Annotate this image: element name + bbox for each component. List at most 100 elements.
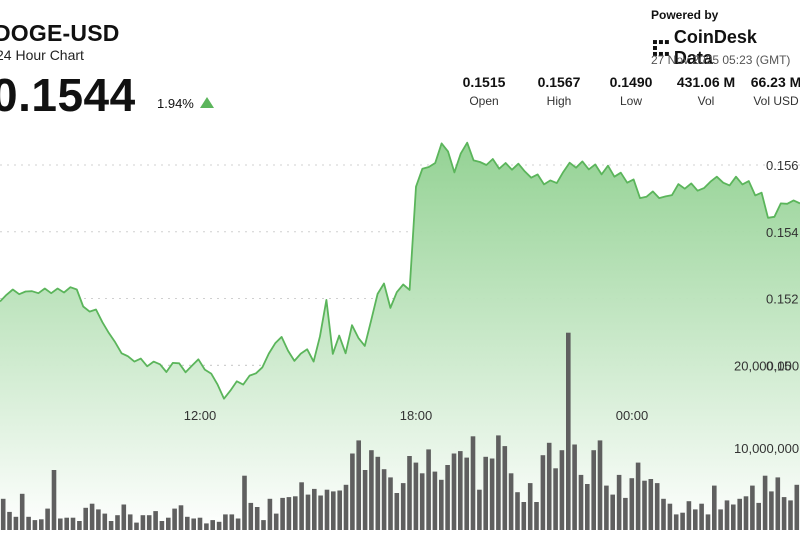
volume-bar	[223, 514, 228, 530]
volume-bar	[299, 482, 304, 530]
stat-high-label: High	[546, 94, 572, 108]
brand-logo: CoinDesk Data	[652, 27, 800, 69]
volume-bar	[693, 509, 698, 530]
volume-bar	[483, 456, 488, 530]
volume-bar	[794, 484, 800, 530]
volume-bar	[242, 475, 247, 530]
volume-bar	[705, 514, 711, 530]
volume-bar	[546, 442, 552, 530]
stat-high: 0.1567 High	[532, 74, 586, 108]
current-price: 0.1544	[0, 69, 136, 121]
price-change-percent: 1.94%	[157, 96, 194, 111]
volume-bar	[369, 450, 374, 530]
volume-bar	[464, 457, 469, 530]
stat-volume: 431.06 M Vol	[671, 74, 741, 108]
volume-bar	[343, 484, 349, 530]
coindesk-logo-icon	[652, 40, 669, 56]
volume-bar	[166, 517, 171, 530]
volume-bar	[559, 450, 565, 530]
volume-bar	[331, 491, 336, 530]
volume-tick-label: 10,000,000	[734, 441, 799, 456]
price-tick-label: 0.156	[766, 158, 799, 173]
volume-bar	[286, 497, 292, 530]
volume-bar	[642, 480, 647, 530]
volume-bar	[13, 516, 19, 530]
volume-bar	[7, 511, 12, 530]
volume-bar	[204, 523, 209, 530]
volume-bar	[667, 503, 673, 530]
volume-bar	[540, 455, 546, 530]
volume-bar	[96, 509, 101, 530]
stat-low-value: 0.1490	[609, 74, 653, 90]
volume-bar	[743, 496, 749, 530]
x-tick-label: 12:00	[184, 408, 217, 423]
volume-bar	[616, 474, 622, 530]
volume-bar	[45, 508, 50, 530]
volume-bar	[445, 465, 450, 530]
volume-bar	[762, 475, 768, 530]
volume-bar	[121, 504, 127, 530]
volume-bar	[591, 450, 596, 530]
volume-bar	[451, 453, 457, 530]
volume-bar	[654, 483, 660, 530]
volume-bar	[140, 515, 146, 530]
volume-bar	[70, 517, 76, 530]
volume-bar	[89, 503, 95, 530]
powered-by-label: Powered by	[651, 8, 719, 22]
price-tick-label: 0.15	[766, 358, 791, 373]
stat-volume-usd-value: 66.23 M	[750, 74, 800, 90]
volume-bar	[159, 521, 165, 530]
volume-bar	[566, 332, 571, 530]
volume-bar	[489, 458, 495, 530]
volume-bar	[337, 490, 342, 530]
volume-bars	[0, 332, 800, 530]
volume-bar	[578, 474, 584, 530]
stat-volume-usd-label: Vol USD	[753, 94, 799, 108]
volume-bar	[0, 498, 6, 530]
volume-bar	[718, 509, 723, 530]
volume-bar	[515, 492, 520, 530]
ticker-symbol: DOGE-USD	[0, 20, 120, 46]
volume-bar	[19, 493, 25, 530]
volume-bar	[477, 489, 482, 530]
x-tick-label: 18:00	[400, 408, 433, 423]
stat-volume-usd: 66.23 M Vol USD	[744, 74, 800, 108]
volume-bar	[527, 483, 533, 530]
volume-bar	[64, 517, 69, 530]
volume-bar	[172, 508, 177, 530]
volume-bar	[648, 479, 654, 530]
volume-bar	[305, 494, 311, 530]
volume-bar	[597, 440, 603, 530]
volume-bar	[235, 518, 241, 530]
volume-bar	[629, 478, 635, 530]
volume-bar	[350, 453, 355, 530]
volume-bar	[58, 518, 63, 530]
volume-bar	[781, 497, 787, 530]
volume-bar	[419, 473, 425, 530]
volume-bar	[534, 502, 539, 530]
volume-bar	[604, 485, 609, 530]
volume-bar	[673, 514, 679, 530]
chart-subtitle: 24 Hour Chart	[0, 47, 84, 63]
volume-bar	[788, 500, 793, 530]
volume-bar	[623, 497, 628, 530]
volume-bar	[185, 516, 190, 530]
volume-bar	[280, 497, 285, 530]
volume-bar	[731, 504, 736, 530]
stat-volume-label: Vol	[697, 94, 715, 108]
volume-bar	[439, 479, 444, 530]
volume-bar	[127, 514, 133, 530]
stat-open: 0.1515 Open	[457, 74, 511, 108]
volume-bar	[26, 516, 31, 530]
volume-bar	[115, 515, 120, 530]
volume-bar	[610, 494, 615, 530]
stat-high-value: 0.1567	[537, 74, 581, 90]
volume-bar	[635, 462, 641, 530]
volume-bar	[407, 456, 412, 530]
volume-bar	[153, 511, 158, 530]
x-axis-ticks: 12:00 18:00 00:00	[184, 408, 649, 423]
volume-bar	[426, 449, 431, 530]
volume-bar	[293, 496, 298, 530]
volume-bar	[521, 502, 527, 530]
volume-bar	[724, 500, 730, 530]
